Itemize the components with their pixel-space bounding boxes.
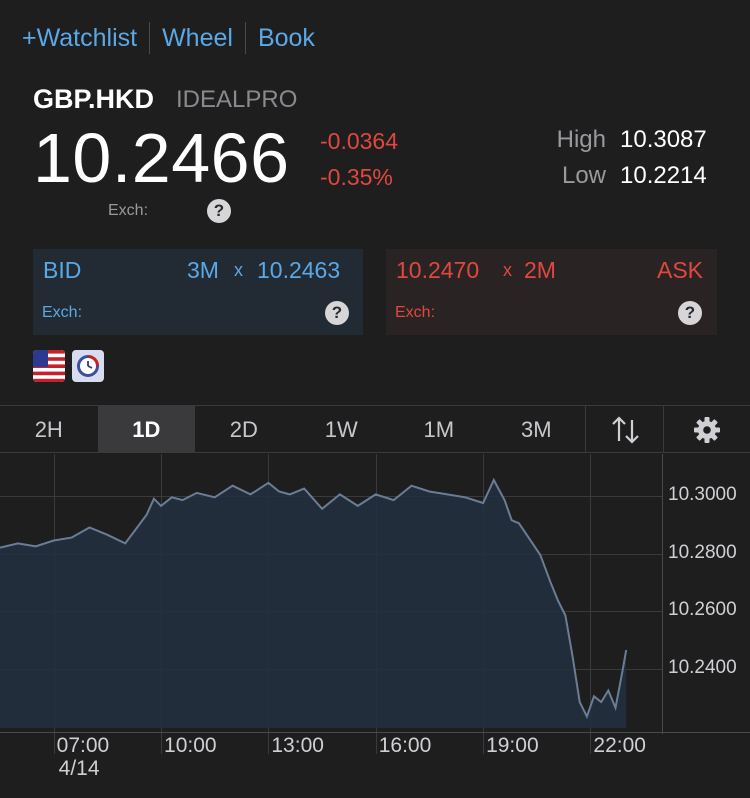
bid-help-icon[interactable]: ?: [325, 301, 349, 325]
bid-label: BID: [43, 257, 82, 283]
tab-2h[interactable]: 2H: [34, 417, 63, 442]
top-links: +Watchlist Wheel Book: [22, 22, 327, 54]
x-tick-label: 07:00: [56, 734, 110, 757]
ask-help-icon[interactable]: ?: [678, 301, 702, 325]
ask-label: ASK: [657, 257, 704, 283]
x-tick-label: 13:00: [271, 734, 324, 757]
x-tick-label: 10:00: [164, 734, 217, 757]
bid-price: 10.2463: [257, 257, 341, 283]
x-tick-label: 16:00: [378, 734, 432, 757]
timeframe-tabs: 2H 1D 2D 1W 1M 3M: [0, 405, 750, 453]
wheel-link[interactable]: Wheel: [149, 22, 245, 54]
ask-exch-label: Exch:: [395, 304, 436, 321]
price-line: [0, 477, 628, 720]
low-label: Low: [561, 162, 606, 189]
help-icon[interactable]: ?: [207, 199, 231, 223]
ask-x: x: [503, 260, 512, 280]
price-chart-svg: [0, 454, 750, 754]
symbol: GBP.HKD: [33, 84, 155, 114]
last-exch-label: Exch:: [108, 202, 149, 219]
bid-exch-label: Exch:: [42, 304, 83, 321]
bid-x: x: [234, 260, 243, 280]
price-change-percent: -0.35%: [320, 164, 393, 190]
low-value: 10.2214: [620, 162, 707, 189]
x-date-label: 4/14: [58, 757, 100, 780]
ask-size: 2M: [524, 257, 556, 283]
bid-panel[interactable]: BID 3M x 10.2463 Exch: ?: [33, 249, 363, 335]
bid-size: 3M: [187, 257, 219, 283]
watchlist-link[interactable]: +Watchlist: [22, 24, 138, 52]
ask-price: 10.2470: [396, 257, 480, 283]
price-chart[interactable]: 10.3000 10.2800 10.2600 10.2400 07:00 10:00 1…: [0, 454, 750, 798]
last-price: 10.2466: [33, 119, 290, 197]
clock-icon[interactable]: [72, 350, 104, 382]
tab-1w[interactable]: 1W: [324, 417, 358, 442]
ask-panel[interactable]: 10.2470 x 2M ASK Exch: ?: [386, 249, 717, 335]
exchange: IDEALPRO: [176, 86, 298, 113]
high-label: High: [556, 126, 606, 153]
y-tick-label: 10.2800: [668, 541, 737, 563]
tab-1d[interactable]: 1D: [97, 406, 196, 453]
high-value: 10.3087: [620, 126, 707, 153]
y-tick-label: 10.3000: [668, 483, 737, 505]
tab-1m[interactable]: 1M: [423, 417, 455, 442]
gear-icon[interactable]: [663, 406, 750, 453]
tab-2d[interactable]: 2D: [229, 417, 258, 442]
tab-3m[interactable]: 3M: [521, 417, 552, 442]
x-tick-label: 19:00: [486, 734, 539, 757]
price-area: [0, 480, 627, 728]
us-flag-icon[interactable]: [33, 350, 65, 382]
y-tick-label: 10.2400: [668, 656, 737, 678]
y-tick-label: 10.2600: [668, 599, 737, 621]
book-link[interactable]: Book: [244, 22, 327, 54]
price-change: -0.0364: [320, 128, 399, 154]
sort-arrows-icon[interactable]: [585, 406, 663, 453]
x-tick-label: 22:00: [593, 734, 646, 757]
